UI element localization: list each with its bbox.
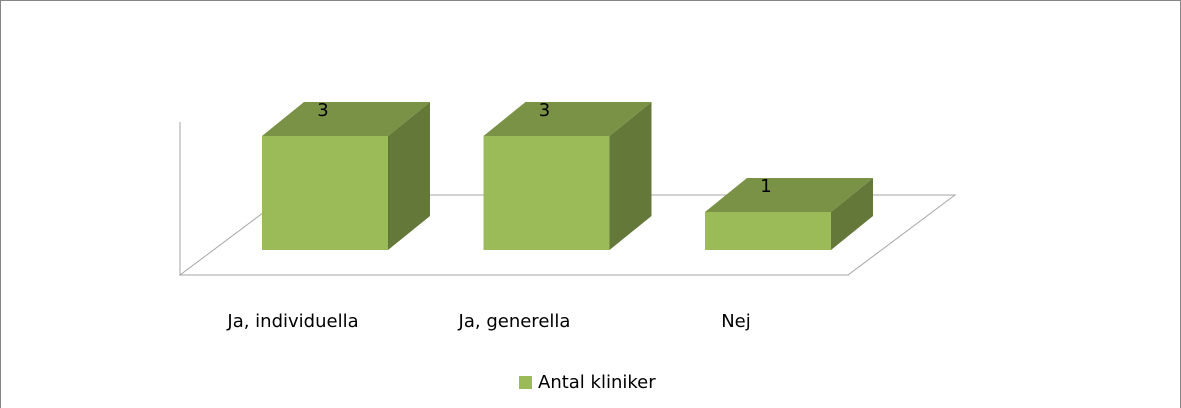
bar	[483, 136, 610, 250]
x-tick-label: Nej	[721, 311, 751, 332]
floor	[178, 194, 957, 276]
legend-label: Antal kliniker	[538, 372, 656, 393]
bar-side	[609, 102, 652, 250]
bar-top	[705, 178, 873, 212]
x-tick-label: Ja, generella	[458, 311, 571, 332]
bar	[262, 136, 388, 250]
x-tick-label: Ja, individuella	[226, 311, 358, 332]
data-label: 3	[539, 100, 550, 121]
bar-side	[388, 102, 430, 250]
legend-swatch	[519, 376, 532, 389]
bar-side	[831, 178, 873, 250]
bar	[705, 212, 831, 250]
data-label: 1	[760, 176, 771, 197]
bar-top	[262, 102, 430, 136]
data-label: 3	[317, 100, 328, 121]
bar-top	[483, 102, 652, 136]
